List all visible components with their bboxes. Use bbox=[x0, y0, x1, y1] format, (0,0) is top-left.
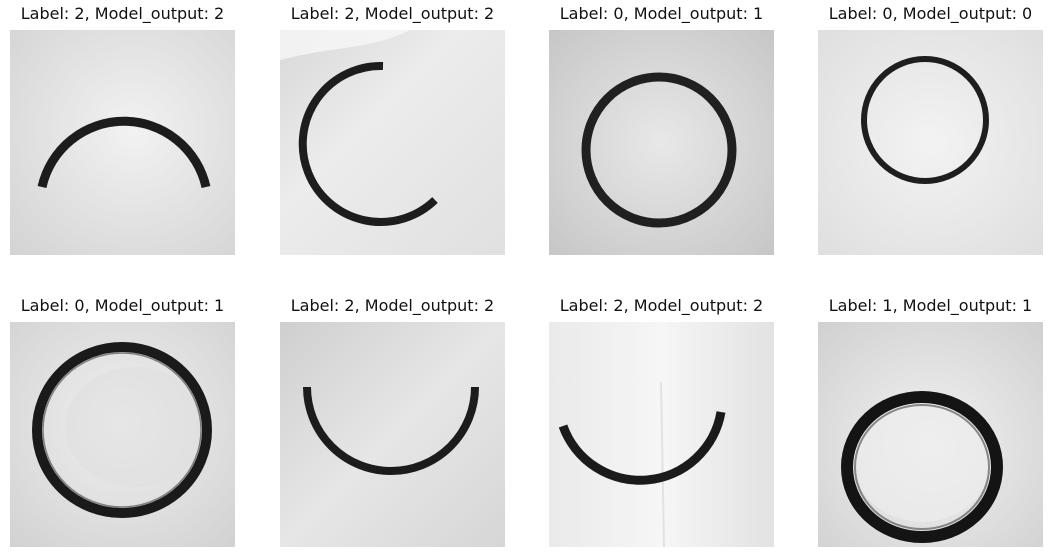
sample-2-photo bbox=[280, 30, 505, 255]
sample-5-caption: Label: 0, Model_output: 1 bbox=[20, 296, 225, 315]
sample-1-image bbox=[10, 30, 235, 255]
sample-6-image bbox=[280, 322, 505, 547]
half-ring-shape bbox=[558, 411, 726, 485]
sample-2-image bbox=[280, 30, 505, 255]
sample-2-caption: Label: 2, Model_output: 2 bbox=[290, 4, 495, 23]
sample-5-photo bbox=[10, 322, 235, 547]
ring-shape bbox=[581, 72, 737, 228]
sample-4-caption: Label: 0, Model_output: 0 bbox=[828, 4, 1033, 23]
sample-6-photo bbox=[280, 322, 505, 547]
sample-1-caption: Label: 2, Model_output: 2 bbox=[20, 4, 225, 23]
ring-shape bbox=[841, 391, 1003, 543]
sample-7-image bbox=[549, 322, 774, 547]
sample-8-photo bbox=[818, 322, 1043, 547]
sample-1-photo bbox=[10, 30, 235, 255]
sample-6-caption: Label: 2, Model_output: 2 bbox=[290, 296, 495, 315]
half-ring-shape bbox=[303, 386, 479, 475]
sample-7-caption: Label: 2, Model_output: 2 bbox=[559, 296, 764, 315]
sample-7-photo bbox=[549, 322, 774, 547]
sample-4-image bbox=[818, 30, 1043, 255]
ring-shape bbox=[861, 56, 989, 184]
sample-8-caption: Label: 1, Model_output: 1 bbox=[828, 296, 1033, 315]
sample-8-image bbox=[818, 322, 1043, 547]
c-ring-shape bbox=[298, 61, 438, 226]
half-ring-shape bbox=[37, 116, 211, 188]
ring-shape bbox=[32, 342, 212, 518]
sample-3-image bbox=[549, 30, 774, 255]
sample-3-photo bbox=[549, 30, 774, 255]
sample-4-photo bbox=[818, 30, 1043, 255]
sample-5-image bbox=[10, 322, 235, 547]
sample-3-caption: Label: 0, Model_output: 1 bbox=[559, 4, 764, 23]
